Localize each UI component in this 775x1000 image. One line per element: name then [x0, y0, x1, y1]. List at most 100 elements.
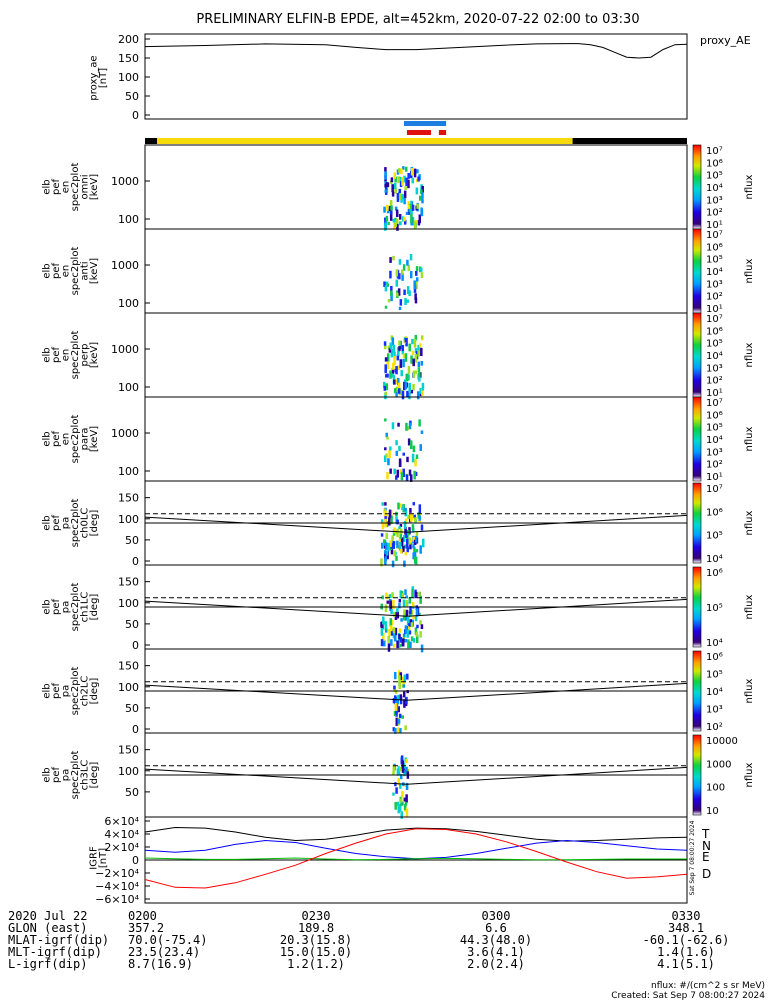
- igrf-E-line: [144, 857, 687, 861]
- pitch-ch1LC-pixel: [392, 600, 395, 610]
- energy-perp-pixel: [397, 382, 401, 389]
- energy-para-tick-label: 1000: [111, 427, 139, 440]
- pitch-ch0LC-pixel: [412, 502, 416, 506]
- energy-perp-pixel: [412, 358, 415, 367]
- pitch-ch2LC-ylabel-line: [deg]: [89, 678, 100, 705]
- pitch-ch3LC-pixel: [405, 808, 409, 817]
- pitch-ch3LC-ylabel-line: pef: [51, 767, 62, 784]
- footer-row-value: 4.1(5.1): [657, 957, 715, 971]
- pitch-ch0LC-pixel: [400, 549, 403, 554]
- footer-row-label: MLAT-igrf(dip): [8, 933, 109, 947]
- igrf-D-line: [144, 828, 688, 889]
- energy-anti-pixel: [409, 253, 413, 261]
- energy-anti-pixel: [384, 305, 388, 309]
- status-bar-segment: [572, 138, 687, 144]
- pitch-ch3LC-colorbar-label: 10: [706, 806, 719, 817]
- igrf-ylabel-line: [nT]: [98, 848, 109, 868]
- pitch-ch2LC-tick-label: 50: [125, 702, 139, 715]
- pitch-ch0LC-pixel: [415, 531, 419, 537]
- igrf-side-note: Sat Sep 7 08:00:27 2024: [689, 820, 696, 895]
- pitch-ch3LC-pixel: [399, 783, 402, 789]
- pitch-ch1LC-pixel: [409, 641, 412, 648]
- energy-anti-ylabel: elbpefenspec2plotanti[keV]: [41, 247, 100, 296]
- energy-perp-colorbar-label: 10²: [706, 376, 723, 387]
- energy-omni-pixel: [410, 209, 413, 215]
- pitch-ch0LC-colorbar-label: 10⁷: [706, 484, 723, 495]
- pitch-ch2LC-pixel: [397, 718, 401, 724]
- energy-omni-pixel: [416, 178, 419, 183]
- energy-para-ylabel: elbpefenspec2plotpara[keV]: [41, 415, 100, 464]
- pitch-ch3LC-pixel: [403, 771, 406, 777]
- pitch-ch2LC-pixel: [398, 713, 402, 719]
- pitch-ch0LC-loss-cone: [144, 514, 688, 533]
- pitch-ch0LC-pixel: [402, 504, 405, 513]
- energy-perp-pixel: [399, 340, 402, 350]
- footer-row-value: 0330: [672, 909, 701, 923]
- energy-perp-pixel: [404, 337, 408, 343]
- energy-para-pixel: [415, 454, 419, 459]
- pitch-ch1LC-pixel: [384, 604, 388, 613]
- energy-perp-pixel: [384, 392, 387, 400]
- energy-omni-pixel: [389, 211, 393, 221]
- pitch-ch1LC-pixel: [392, 631, 396, 639]
- energy-perp-pixel: [397, 377, 400, 386]
- pitch-ch2LC-pixel: [403, 674, 407, 683]
- energy-para-pixel: [383, 455, 387, 463]
- energy-para-pixel: [395, 450, 399, 456]
- energy-perp-pixel: [410, 355, 413, 364]
- energy-perp-pixel: [391, 373, 394, 378]
- pitch-ch1LC-colorbar-unit: nflux: [744, 594, 755, 619]
- orbit-footer: 2020 Jul 22 0200 0230 0300 0330 GLON (east) 35…: [8, 909, 765, 1000]
- pitch-angle-panels: 150100500elbpefpaspec2plotch0LC[deg]10⁷1…: [41, 480, 755, 819]
- pitch-ch1LC-pixel: [380, 621, 383, 628]
- energy-para-pixel: [398, 460, 402, 467]
- pitch-ch2LC-pixel: [399, 694, 403, 701]
- pitch-ch2LC-pixel: [394, 728, 397, 734]
- energy-para-pixel: [399, 469, 403, 474]
- energy-para-pixel: [387, 458, 390, 466]
- pitch-ch2LC-pixel: [406, 673, 409, 680]
- energy-perp-pixel: [403, 381, 406, 391]
- pitch-ch1LC-pixel: [406, 630, 409, 638]
- footer-row-value: 15.0(15.0): [280, 945, 352, 959]
- pitch-ch0LC-pixel: [412, 536, 416, 542]
- pitch-ch2LC-pixel: [394, 703, 398, 711]
- pitch-ch1LC-pixel: [384, 621, 388, 630]
- energy-perp-pixel: [386, 373, 389, 378]
- pitch-ch2LC-loss-cone: [144, 682, 688, 701]
- energy-omni-colorbar-label: 10¹: [706, 220, 723, 231]
- energy-para-pixel: [388, 450, 391, 459]
- energy-omni-pixel: [407, 179, 410, 189]
- footer-nflux-note: nflux: #/(cm^2 s sr MeV): [651, 981, 765, 991]
- pitch-ch0LC-pixel: [400, 537, 404, 547]
- pitch-ch2LC-colorbar-label: 10⁴: [706, 687, 723, 698]
- energy-omni-colorbar-unit: nflux: [744, 174, 755, 199]
- energy-para-pixel: [411, 453, 415, 463]
- pitch-ch1LC-pixel: [389, 618, 393, 627]
- energy-perp-pixel: [405, 373, 409, 382]
- pitch-ch0LC-pixel: [403, 560, 406, 567]
- pitch-ch1LC-pixel: [414, 616, 418, 622]
- pitch-ch3LC-pixel: [405, 794, 408, 803]
- pitch-ch0LC-pixel: [395, 555, 398, 561]
- energy-para-pixel: [408, 469, 412, 476]
- energy-perp-pixel: [418, 372, 421, 377]
- energy-anti-pixel: [389, 290, 393, 296]
- energy-omni-pixel: [390, 177, 394, 183]
- igrf-tick-label: −2×10⁴: [95, 867, 139, 880]
- energy-anti-pixel: [406, 299, 409, 303]
- energy-omni-tick-label: 100: [118, 213, 139, 226]
- proxy-ae-tick-label: 50: [125, 90, 139, 103]
- energy-perp-ylabel-line: pef: [51, 347, 62, 364]
- pitch-ch3LC-pixel: [395, 787, 398, 794]
- energy-omni-pixel: [395, 209, 399, 218]
- pitch-ch0LC-ylabel-line: pef: [51, 515, 62, 532]
- pitch-ch1LC-pixel: [415, 631, 419, 637]
- energy-anti-tick-label: 100: [118, 297, 139, 310]
- pitch-ch2LC-pixel: [395, 710, 398, 715]
- pitch-ch0LC-pixel: [405, 532, 408, 538]
- pitch-ch0LC-pixel: [385, 521, 389, 528]
- energy-omni-pixel: [421, 198, 424, 204]
- energy-perp-pixel: [384, 391, 387, 396]
- pitch-ch3LC-pixel: [394, 782, 397, 787]
